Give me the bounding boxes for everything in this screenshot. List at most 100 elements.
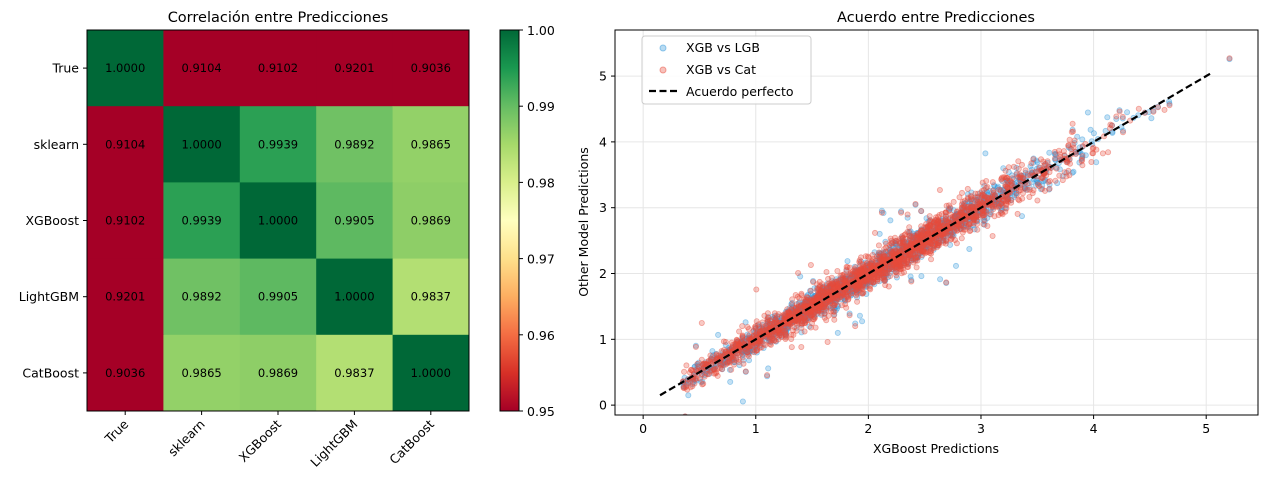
scatter-point bbox=[922, 230, 929, 237]
scatter-point bbox=[962, 217, 969, 224]
scatter-point bbox=[685, 392, 692, 399]
scatter-point bbox=[1014, 210, 1021, 217]
scatter-point bbox=[754, 328, 761, 335]
scatter-point bbox=[838, 296, 845, 303]
heatmap-cell bbox=[239, 334, 317, 412]
scatter-point bbox=[1019, 161, 1026, 168]
scatter-point bbox=[841, 297, 848, 304]
scatter-point bbox=[745, 346, 752, 353]
row-label: XGBoost bbox=[25, 213, 79, 228]
scatter-point bbox=[1071, 137, 1078, 144]
scatter-point bbox=[994, 184, 1001, 191]
heatmap-cell-label: 0.9104 bbox=[181, 61, 221, 75]
scatter-point bbox=[695, 359, 702, 366]
scatter-point bbox=[788, 344, 795, 351]
scatter-point bbox=[1017, 174, 1024, 181]
scatter-point bbox=[957, 225, 964, 232]
scatter-point bbox=[1056, 172, 1063, 179]
scatter-point bbox=[1069, 169, 1076, 176]
scatter-point bbox=[953, 211, 960, 218]
scatter-point bbox=[844, 288, 851, 295]
col-label: sklearn bbox=[165, 417, 208, 460]
scatter-point bbox=[1116, 107, 1123, 114]
scatter-point bbox=[890, 243, 897, 250]
scatter-point bbox=[917, 250, 924, 257]
scatter-point bbox=[860, 277, 867, 284]
scatter-point bbox=[958, 211, 965, 218]
scatter-point bbox=[968, 189, 975, 196]
scatter-point bbox=[981, 199, 988, 206]
scatter-point bbox=[800, 318, 807, 325]
colorbar bbox=[499, 29, 520, 412]
scatter-point bbox=[985, 191, 992, 198]
scatter-point bbox=[938, 232, 945, 239]
scatter-point bbox=[1052, 177, 1059, 184]
scatter-point bbox=[760, 344, 767, 351]
scatter-point bbox=[866, 263, 873, 270]
scatter-point bbox=[754, 332, 761, 339]
scatter-point bbox=[744, 335, 751, 342]
heatmap-cell-label: 0.9939 bbox=[181, 214, 221, 228]
scatter-point bbox=[848, 275, 855, 282]
heatmap-cell-label: 0.9201 bbox=[105, 290, 145, 304]
scatter-point bbox=[883, 267, 890, 274]
scatter-point bbox=[855, 268, 862, 275]
scatter-point bbox=[755, 340, 762, 347]
scatter-point bbox=[963, 206, 970, 213]
scatter-point bbox=[922, 231, 929, 238]
scatter-point bbox=[753, 286, 760, 293]
scatter-point bbox=[1161, 106, 1168, 113]
scatter-point bbox=[851, 272, 858, 279]
scatter-point bbox=[806, 299, 813, 306]
scatter-point bbox=[1038, 175, 1045, 182]
scatter-point bbox=[892, 258, 899, 265]
scatter-point bbox=[959, 189, 966, 196]
scatter-point bbox=[991, 192, 998, 199]
scatter-point bbox=[892, 247, 899, 254]
scatter-point bbox=[742, 348, 749, 355]
scatter-point bbox=[863, 269, 870, 276]
scatter-point bbox=[918, 253, 925, 260]
scatter-point bbox=[947, 241, 954, 248]
scatter-point bbox=[997, 207, 1004, 214]
scatter-point bbox=[908, 251, 915, 258]
scatter-point bbox=[887, 264, 894, 271]
scatter-point bbox=[882, 264, 889, 271]
scatter-point bbox=[907, 253, 914, 260]
scatter-point bbox=[857, 267, 864, 274]
scatter-point bbox=[739, 339, 746, 346]
scatter-point bbox=[1004, 175, 1011, 182]
scatter-point bbox=[881, 264, 888, 271]
heatmap-cell bbox=[87, 258, 164, 336]
scatter-point bbox=[909, 255, 916, 262]
scatter-point bbox=[991, 182, 998, 189]
scatter-point bbox=[1013, 191, 1020, 198]
scatter-point bbox=[865, 276, 872, 283]
scatter-point bbox=[785, 308, 792, 315]
heatmap-cell-label: 0.9837 bbox=[334, 366, 374, 380]
scatter-point bbox=[730, 344, 737, 351]
heatmap-cell-label: 0.9102 bbox=[258, 61, 298, 75]
scatter-point bbox=[839, 280, 846, 287]
scatter-point bbox=[764, 372, 771, 379]
heatmap-cell bbox=[87, 182, 164, 260]
scatter-point bbox=[753, 341, 760, 348]
heatmap-cell bbox=[239, 182, 317, 260]
scatter-point bbox=[989, 202, 996, 209]
scatter-point bbox=[1042, 176, 1049, 183]
scatter-point bbox=[709, 365, 716, 372]
scatter-point bbox=[899, 245, 906, 252]
scatter-point bbox=[888, 249, 895, 256]
scatter-point bbox=[969, 203, 976, 210]
scatter-point bbox=[896, 256, 903, 263]
scatter-point bbox=[1009, 172, 1016, 179]
scatter-point bbox=[870, 263, 877, 270]
scatter-point bbox=[726, 366, 733, 373]
scatter-point bbox=[950, 198, 957, 205]
scatter-point bbox=[789, 296, 796, 303]
scatter-point bbox=[908, 234, 915, 241]
scatter-point bbox=[880, 265, 887, 272]
scatter-point bbox=[998, 204, 1005, 211]
heatmap-cell-label: 0.9869 bbox=[411, 214, 451, 228]
heatmap-cell bbox=[163, 30, 241, 107]
